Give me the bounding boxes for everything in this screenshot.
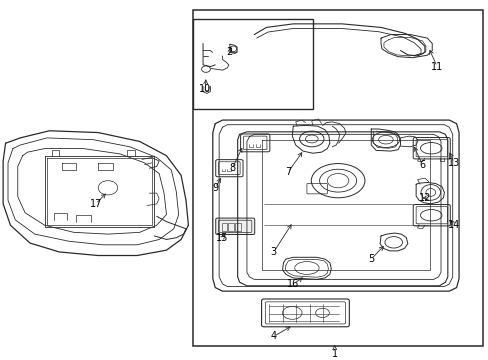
Text: 1: 1 (331, 348, 337, 359)
Text: 16: 16 (286, 279, 299, 289)
Bar (193, 10, 483, 346)
Text: 17: 17 (89, 199, 102, 209)
Text: 8: 8 (229, 163, 235, 173)
Text: 5: 5 (367, 254, 374, 264)
Text: 14: 14 (447, 220, 459, 230)
Text: 4: 4 (270, 332, 276, 341)
Text: 7: 7 (285, 167, 291, 177)
Bar (193, 18, 312, 109)
Bar (228, 224, 233, 230)
Text: 12: 12 (418, 193, 430, 203)
Text: 13: 13 (447, 158, 459, 168)
Text: 11: 11 (430, 62, 442, 72)
Text: 15: 15 (216, 233, 228, 243)
Text: 3: 3 (270, 247, 276, 257)
FancyBboxPatch shape (215, 218, 254, 234)
Text: 2: 2 (226, 48, 232, 57)
Text: 6: 6 (419, 159, 425, 170)
Text: 10: 10 (199, 84, 211, 94)
Bar (235, 224, 240, 230)
Bar (221, 224, 226, 230)
Text: 9: 9 (212, 183, 218, 193)
